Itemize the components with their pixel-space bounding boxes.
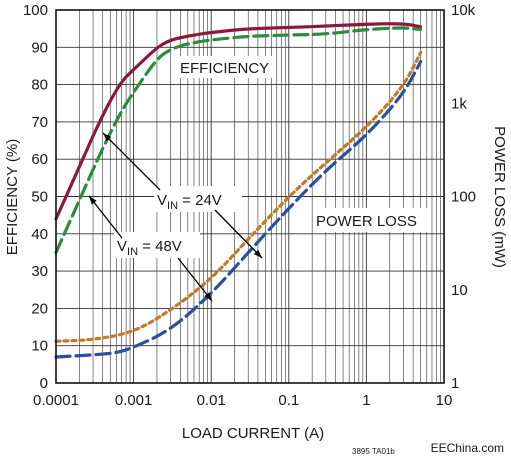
tick-labels: 0.0001 0.001 0.01 0.1 1 100102030405060708090…	[23, 2, 476, 409]
x-tick-label: 0.1	[278, 392, 299, 409]
plot-frame	[55, 9, 445, 384]
y-left-tick-label: 0	[40, 375, 48, 392]
y-left-tick-label: 70	[31, 114, 48, 131]
y-left-tick-label: 30	[31, 263, 48, 280]
annotation-arrow	[102, 132, 161, 191]
y-left-tick-label: 80	[31, 77, 48, 94]
y-left-axis-label: EFFICIENCY (%)	[4, 139, 21, 255]
y-right-tick-label: 100	[451, 189, 476, 206]
arrowhead	[103, 133, 112, 142]
annotation-arrows	[88, 132, 263, 302]
y-left-tick-label: 40	[31, 226, 48, 243]
annotation-arrow	[88, 195, 123, 239]
y-left-tick-label: 90	[31, 39, 48, 56]
y-left-tick-label: 100	[23, 2, 48, 19]
y-left-tick-label: 60	[31, 151, 48, 168]
y-left-tick-label: 50	[31, 189, 48, 206]
plot-border	[55, 9, 445, 384]
series-line-4	[54, 60, 423, 359]
x-axis-label: LOAD CURRENT (A)	[182, 425, 324, 442]
efficiency-label-bg	[176, 56, 276, 78]
annotation-arrow	[177, 257, 213, 302]
y-left-tick-label: 20	[31, 300, 48, 317]
efficiency-label: EFFICIENCY	[180, 60, 269, 77]
series-line-2	[54, 26, 423, 255]
annotation-arrow	[214, 209, 263, 259]
y-right-tick-label: 1	[451, 375, 459, 392]
power-loss-label: POWER LOSS	[316, 213, 417, 230]
vin48-label: VIN = 48V	[117, 238, 182, 258]
x-tick-label: 1	[362, 392, 370, 409]
x-tick-label: 10	[436, 392, 453, 409]
annotations: EFFICIENCY POWER LOSS VIN = 24V VIN = 48…	[114, 56, 431, 258]
curves	[54, 22, 423, 359]
vin24-label-bg	[154, 186, 242, 212]
vin24-label: VIN = 24V	[157, 192, 222, 212]
x-tick-label: 0.001	[115, 392, 153, 409]
vin48-label-bg	[114, 232, 200, 258]
arrowhead	[253, 249, 262, 258]
series-line-1	[54, 22, 423, 221]
y-left-tick-label: 10	[31, 338, 48, 355]
series-line-3	[54, 50, 423, 343]
power-loss-label-bg	[313, 208, 431, 232]
x-tick-label: 0.0001	[33, 392, 79, 409]
y-right-axis-label: POWER LOSS (mW)	[491, 126, 508, 268]
arrowhead	[204, 292, 212, 301]
y-right-tick-label: 10	[451, 282, 468, 299]
arrowhead	[89, 196, 97, 205]
watermark: EEChina.com	[431, 441, 504, 455]
y-right-tick-label: 10k	[451, 2, 476, 19]
y-right-tick-label: 1k	[451, 95, 467, 112]
figure-id: 3895 TA01b	[352, 447, 395, 456]
x-tick-label: 0.01	[197, 392, 226, 409]
